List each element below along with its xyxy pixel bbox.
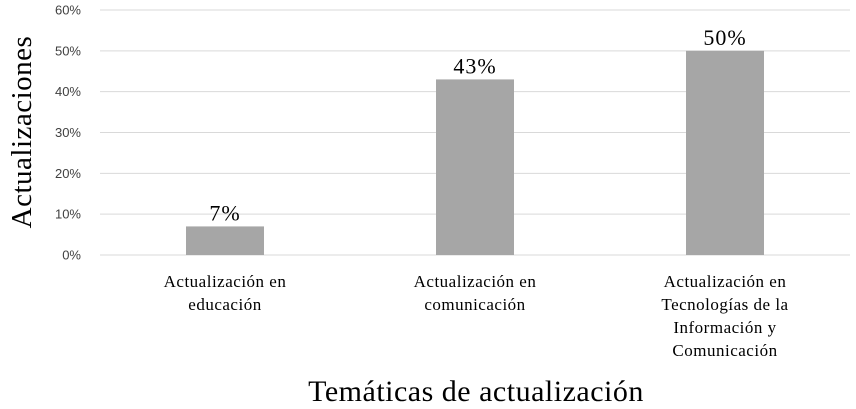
bar bbox=[436, 79, 514, 256]
category-label-line: Actualización en bbox=[414, 272, 537, 291]
category-label-line: Actualización en bbox=[664, 272, 787, 291]
bar bbox=[686, 50, 764, 256]
y-tick-label: 40% bbox=[55, 84, 81, 99]
y-tick-label: 20% bbox=[55, 166, 81, 181]
x-axis-title: Temáticas de actualización bbox=[308, 375, 644, 408]
y-tick-label: 60% bbox=[55, 3, 81, 18]
bar bbox=[186, 226, 264, 255]
y-tick-label: 50% bbox=[55, 43, 81, 58]
category-label: Actualización en educación bbox=[164, 272, 287, 314]
y-tick-label: 10% bbox=[55, 207, 81, 222]
y-tick-label: 0% bbox=[62, 248, 81, 263]
bars bbox=[186, 50, 764, 256]
y-tick-label: 30% bbox=[55, 125, 81, 140]
y-axis-ticks: 0% 10% 20% 30% 40% 50% 60% bbox=[55, 3, 81, 263]
category-label-line: Tecnologías de la bbox=[661, 295, 788, 314]
data-label: 50% bbox=[703, 25, 746, 50]
y-axis-title: Actualizaciones bbox=[6, 36, 38, 229]
data-labels: 7% 43% 50% bbox=[209, 25, 746, 226]
data-label: 7% bbox=[209, 200, 240, 225]
category-label-line: comunicación bbox=[424, 295, 525, 314]
category-label: Actualización en Tecnologías de la Informa… bbox=[661, 272, 788, 360]
category-label-line: Información y bbox=[673, 318, 776, 337]
category-label: Actualización en comunicación bbox=[414, 272, 537, 314]
data-label: 43% bbox=[453, 53, 496, 78]
category-label-line: Actualización en bbox=[164, 272, 287, 291]
category-label-line: educación bbox=[188, 295, 261, 314]
category-label-line: Comunicación bbox=[672, 341, 777, 360]
